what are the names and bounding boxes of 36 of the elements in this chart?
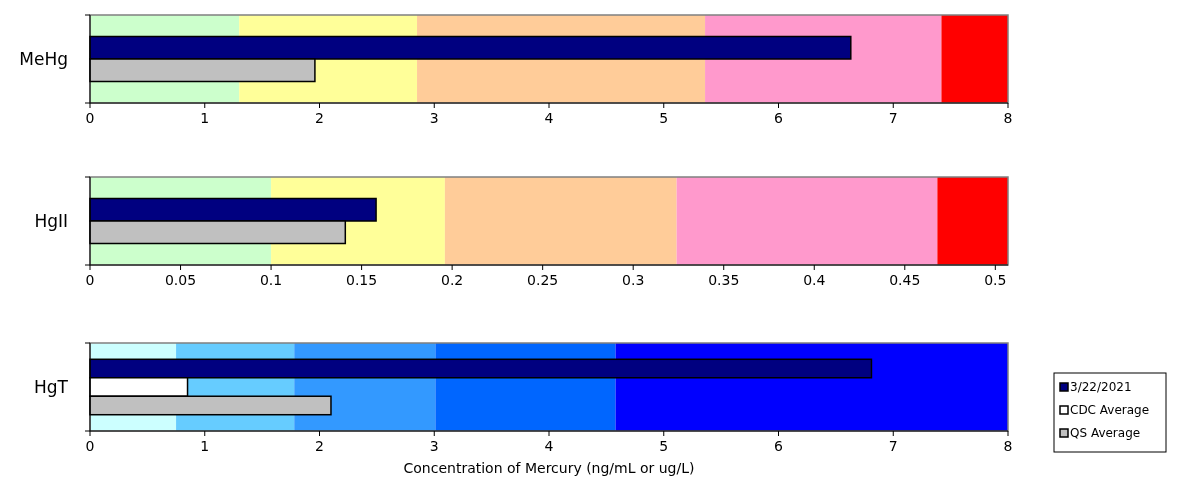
x-tick-label: 7	[888, 438, 898, 454]
x-tick-label: 0.35	[708, 272, 740, 288]
x-tick-label: 0.45	[889, 272, 921, 288]
x-tick-label: 1	[200, 438, 210, 454]
x-tick-label: 0.4	[803, 272, 826, 288]
x-tick-label: 0.05	[164, 272, 197, 288]
x-tick-label: 0.3	[622, 272, 645, 288]
x-tick-label: 8	[1003, 438, 1013, 454]
x-tick-label: 0.15	[346, 272, 378, 288]
x-tick-label: 0	[85, 272, 95, 288]
x-tick-label: 3	[429, 438, 439, 454]
x-tick-label: 4	[544, 438, 554, 454]
x-tick-label: 2	[315, 110, 324, 126]
x-tick-label: 1	[200, 110, 210, 126]
x-tick-label: 8	[1003, 110, 1013, 126]
x-tick-label: 6	[774, 110, 784, 126]
x-tick-label: 0.2	[441, 272, 464, 288]
legend-label: QS Average	[1070, 426, 1141, 440]
y-tick-label: HgII	[34, 211, 68, 231]
y-tick-label: HgT	[34, 377, 69, 397]
x-tick-label: 5	[659, 438, 669, 454]
x-tick-label: 7	[888, 110, 898, 126]
x-axis-title: Concentration of Mercury (ng/mL or ug/L)	[403, 460, 695, 476]
x-tick-label: 0.5	[984, 272, 1007, 288]
x-tick-label: 0.25	[527, 272, 559, 288]
x-tick-label: 6	[774, 438, 784, 454]
x-tick-label: 0	[85, 110, 95, 126]
x-tick-label: 4	[544, 110, 554, 126]
legend-label: 3/22/2021	[1070, 380, 1132, 394]
x-tick-label: 0	[85, 438, 95, 454]
legend-label: CDC Average	[1070, 403, 1150, 417]
x-tick-label: 2	[315, 438, 324, 454]
x-tick-label: 5	[659, 110, 669, 126]
y-tick-label: MeHg	[19, 49, 68, 69]
x-tick-label: 0.1	[259, 272, 283, 288]
x-tick-label: 3	[429, 110, 439, 126]
